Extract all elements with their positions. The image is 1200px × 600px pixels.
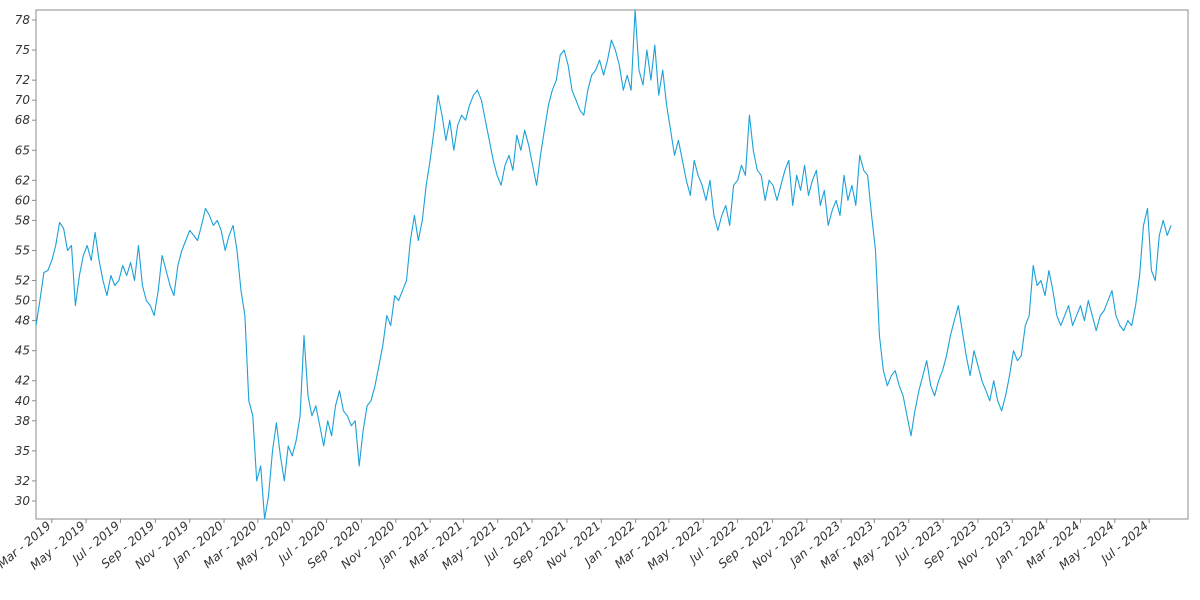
- y-tick-label: 50: [15, 294, 31, 308]
- series-line: [35, 9, 1172, 520]
- y-tick-label: 60: [15, 193, 31, 207]
- y-tick-label: 40: [15, 394, 31, 408]
- y-tick-label: 55: [15, 243, 30, 257]
- y-tick-label: 52: [15, 274, 30, 288]
- y-tick-label: 42: [15, 374, 30, 388]
- y-tick-label: 32: [15, 474, 30, 488]
- y-tick-label: 70: [15, 93, 31, 107]
- plot-area: [35, 9, 1189, 520]
- y-tick-label: 62: [15, 173, 30, 187]
- y-axis: 30 32 35 38 40 42 45 48 50 52 55 58 60 62 65 68 70 72 75 78: [15, 13, 36, 508]
- y-tick-label: 58: [15, 213, 31, 227]
- y-tick-label: 35: [15, 444, 30, 458]
- y-tick-label: 68: [15, 113, 31, 127]
- y-tick-label: 75: [15, 43, 30, 57]
- y-tick-label: 38: [15, 414, 31, 428]
- y-tick-label: 78: [15, 13, 31, 27]
- y-tick-label: 45: [15, 344, 30, 358]
- y-tick-label: 30: [15, 494, 31, 508]
- y-tick-label: 48: [15, 314, 31, 328]
- series-layer: [35, 9, 1172, 520]
- y-tick-label: 72: [15, 73, 30, 87]
- y-tick-label: 65: [15, 143, 30, 157]
